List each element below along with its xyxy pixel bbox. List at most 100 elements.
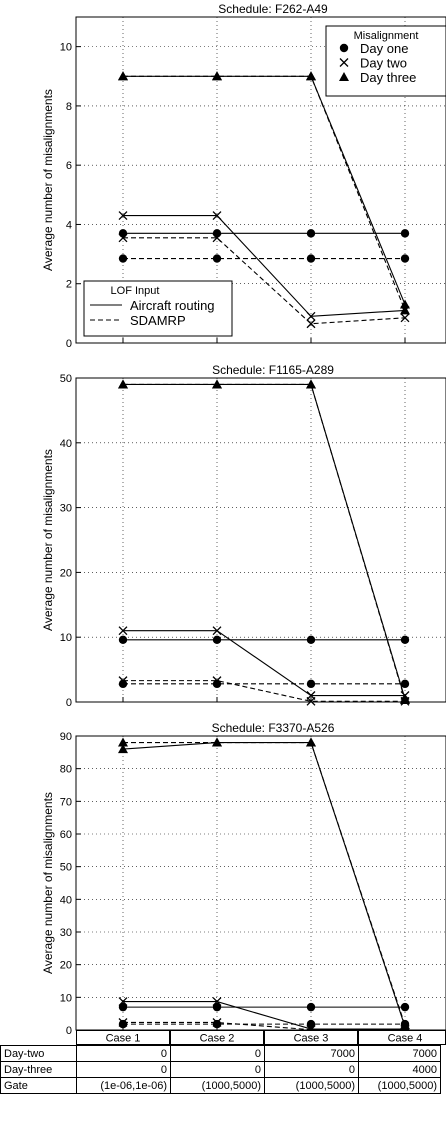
table-cell: (1000,5000): [358, 1077, 441, 1094]
y-axis-label: Average number of misalignments: [41, 89, 55, 271]
legend-label: Aircraft routing: [130, 298, 215, 313]
data-point: [212, 254, 222, 263]
legend-marker: [339, 43, 349, 53]
data-point: [118, 744, 128, 754]
data-point: [118, 233, 128, 243]
data-point: [118, 254, 128, 263]
data-point: [118, 679, 128, 689]
y-tick-label: 0: [66, 697, 72, 709]
legend-label: SDAMRP: [130, 313, 186, 328]
data-point: [212, 233, 222, 243]
legend-marker: [339, 72, 349, 81]
y-tick-label: 50: [60, 862, 72, 874]
table-cell: 7000: [264, 1045, 359, 1062]
y-tick-label: 20: [60, 567, 72, 579]
data-point: [306, 379, 316, 389]
data-point: [306, 229, 316, 238]
data-point: [118, 635, 128, 644]
data-point: [118, 379, 128, 389]
y-axis-label: Average number of misalignments: [41, 449, 55, 631]
data-point: [212, 1018, 222, 1027]
data-point: [400, 254, 410, 263]
series-line: [123, 1021, 405, 1031]
y-tick-label: 30: [60, 927, 72, 939]
data-point: [212, 229, 222, 238]
table-header-cell: [170, 1030, 264, 1045]
data-point: [400, 229, 410, 238]
y-tick-label: 70: [60, 796, 72, 808]
chart-panel-2: 0 10 20 30 40 50 Schedule: F1165-A289 Average n…: [41, 363, 446, 709]
series-line: [123, 383, 406, 701]
data-point: [400, 313, 410, 323]
y-tick-label: 10: [60, 42, 72, 54]
data-point: [400, 679, 410, 689]
y-axis-label: Average number of misalignments: [41, 792, 55, 974]
data-point: [306, 319, 316, 329]
data-point: [118, 676, 128, 686]
table-cell: (1000,5000): [170, 1077, 265, 1094]
legend-label: Day three: [360, 70, 416, 85]
table-row: Gate (1e-06,1e-06) (1000,5000) (1000,500…: [0, 1077, 441, 1094]
legend-title: LOF Input: [111, 285, 160, 297]
table-cell: 7000: [358, 1045, 441, 1062]
data-point: [118, 1019, 128, 1029]
x-tick-label: Case 4: [388, 1033, 423, 1045]
chart-title: Schedule: F262-A49: [218, 2, 328, 16]
legend-marker: [339, 58, 349, 67]
table-cell: 0: [264, 1061, 359, 1078]
y-tick-label: 30: [60, 503, 72, 515]
table-cell: (1000,5000): [264, 1077, 359, 1094]
legend-box: [83, 280, 233, 337]
series-line: [123, 215, 406, 317]
data-point: [212, 679, 222, 689]
data-point: [306, 254, 316, 263]
data-point: [400, 305, 410, 315]
y-tick-label: 60: [60, 829, 72, 841]
parameter-table: Day-two 0 0 7000 7000 Day-three 0 0 0 40…: [0, 1045, 441, 1094]
chart-panel-1: 0 2 4 6 8 10 Schedule: F262-A49 Average number …: [41, 2, 446, 350]
table-cell: 0: [76, 1045, 171, 1062]
data-point: [400, 695, 410, 705]
x-tick-label: Case 2: [200, 1033, 235, 1045]
table-row: Day-two 0 0 7000 7000: [0, 1045, 441, 1062]
data-point: [212, 211, 222, 221]
data-point: [400, 635, 410, 644]
table-cell: 4000: [358, 1061, 441, 1078]
table-header-cell: [76, 1030, 170, 1045]
y-tick-label: 8: [66, 101, 72, 113]
data-point: [118, 997, 128, 1007]
table-cell: (1e-06,1e-06): [76, 1077, 171, 1094]
data-point: [306, 71, 316, 81]
y-tick-label: 40: [60, 438, 72, 450]
data-point: [400, 299, 410, 309]
data-point: [118, 211, 128, 221]
data-point: [118, 626, 128, 636]
row-label-gate: Gate: [0, 1077, 77, 1094]
y-tick-label: 20: [60, 960, 72, 972]
y-tick-label: 2: [66, 279, 72, 291]
data-point: [212, 1019, 222, 1029]
y-tick-label: 10: [60, 992, 72, 1004]
data-point: [400, 1020, 410, 1030]
legend-label: Day one: [360, 41, 408, 56]
plot-area: [75, 377, 446, 703]
chart-title: Schedule: F3370-A526: [212, 721, 335, 735]
data-point: [212, 626, 222, 636]
plot-area: [75, 735, 446, 1031]
series-line: [123, 741, 406, 1026]
data-point: [212, 71, 222, 81]
data-point: [212, 1002, 222, 1012]
legend-title: Misalignment: [354, 30, 419, 42]
series-line: [123, 75, 406, 311]
table-header: Case 1 Case 2 Case 3 Case 4: [76, 1030, 446, 1045]
x-tick-label: Case 1: [106, 1033, 141, 1045]
y-tick-label: 50: [60, 373, 72, 385]
row-label-day-two: Day-two: [0, 1045, 77, 1062]
table-cell: 0: [76, 1061, 171, 1078]
series-line: [123, 1001, 405, 1030]
y-tick-label: 90: [60, 731, 72, 743]
data-point: [118, 229, 128, 238]
x-tick-label: Case 3: [294, 1033, 329, 1045]
